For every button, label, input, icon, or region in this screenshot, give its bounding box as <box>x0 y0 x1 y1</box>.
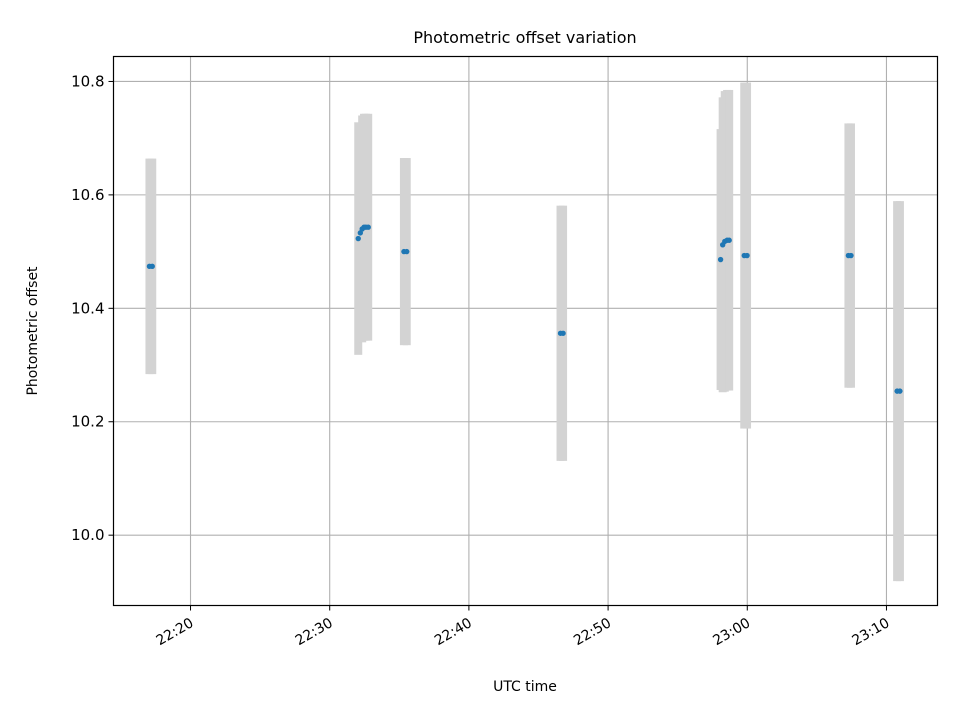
y-tick-label: 10.0 <box>71 526 104 544</box>
data-point <box>744 252 750 259</box>
data-point <box>149 263 155 270</box>
x-tick-label: 22:30 <box>293 615 336 649</box>
x-axis-label: UTC time <box>493 679 557 695</box>
y-tick-label: 10.8 <box>71 72 104 90</box>
x-tick-label: 22:40 <box>432 615 475 649</box>
y-tick-label: 10.4 <box>71 299 104 317</box>
grid <box>113 56 938 606</box>
plot-frame <box>112 55 939 607</box>
data-points <box>146 224 903 394</box>
data-point <box>404 248 410 255</box>
y-tick-label: 10.2 <box>71 413 104 431</box>
y-axis: 10.0 10.2 10.4 10.6 10.8 <box>71 72 114 544</box>
data-point <box>717 256 724 263</box>
error-bars <box>145 82 904 582</box>
y-axis-label: Photometric offset <box>25 266 41 396</box>
chart-title: Photometric offset variation <box>413 28 636 47</box>
data-point <box>365 224 371 230</box>
x-tick-label: 22:50 <box>571 615 614 649</box>
data-point <box>726 237 732 243</box>
x-tick-label: 22:20 <box>154 615 197 649</box>
data-point <box>848 252 854 259</box>
data-point <box>560 330 566 336</box>
data-point <box>355 235 361 242</box>
data-point <box>897 388 903 394</box>
x-tick-label: 23:10 <box>850 615 893 649</box>
y-tick-label: 10.6 <box>71 186 104 204</box>
x-tick-label: 23:00 <box>710 615 753 649</box>
x-axis: 22:20 22:30 22:40 22:50 23:00 23:10 <box>154 605 893 649</box>
